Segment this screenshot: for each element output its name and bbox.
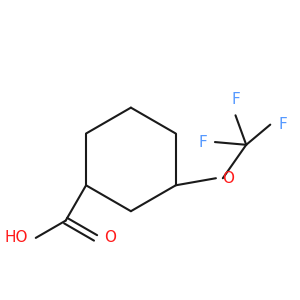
Text: O: O: [222, 171, 234, 186]
Text: F: F: [278, 117, 287, 132]
Text: O: O: [104, 230, 116, 245]
Text: F: F: [231, 92, 240, 107]
Text: HO: HO: [4, 230, 28, 245]
Text: F: F: [198, 135, 207, 150]
